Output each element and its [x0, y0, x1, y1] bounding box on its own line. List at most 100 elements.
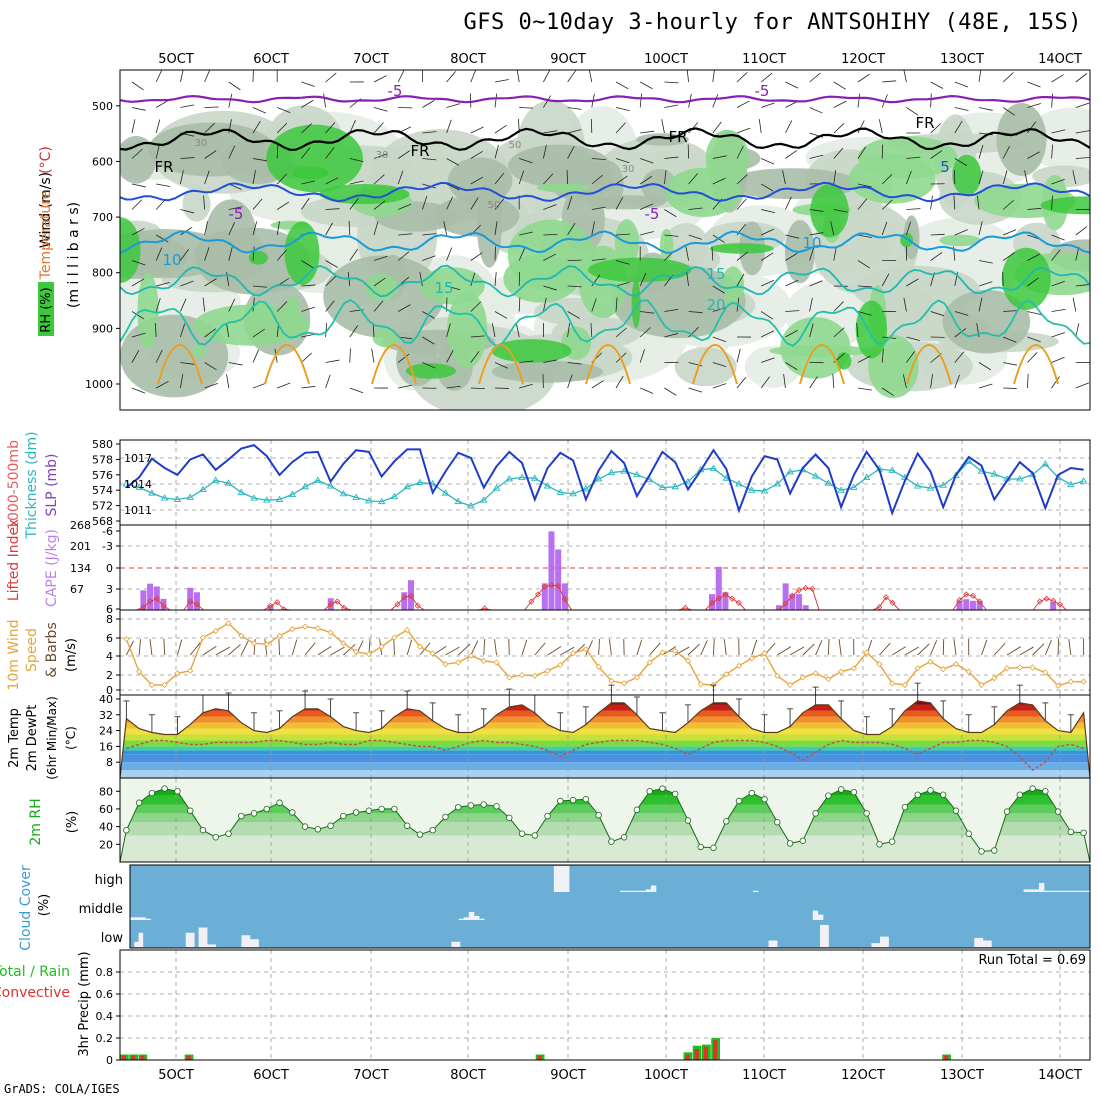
wind-barb: [1003, 387, 1018, 389]
cloud-bar-low: [250, 939, 255, 947]
wind-barb: [688, 173, 699, 185]
wind-barb: [930, 81, 944, 89]
thickness-marker: [747, 486, 756, 493]
wind-speed-marker: [659, 649, 666, 656]
cape-bar: [789, 594, 796, 610]
wind-barb: [180, 362, 195, 365]
cloud-bar-high: [553, 866, 560, 892]
wind-barb: [349, 348, 351, 363]
wind-speed-marker: [544, 667, 551, 674]
wind-barb: [373, 277, 386, 287]
wind-barb: [930, 93, 932, 108]
wind-barb: [204, 383, 218, 389]
wind-barb: [325, 222, 333, 236]
wind-tick-label: 6: [106, 632, 113, 645]
wind-barb: [373, 221, 379, 236]
cloud-bar-high: [1044, 890, 1050, 892]
wind-barb: [252, 198, 263, 210]
rh-marker: [646, 788, 653, 795]
precip-convective-bar: [140, 1055, 145, 1060]
surface-wind-barb: [838, 639, 842, 656]
surface-wind-barb: [228, 644, 241, 656]
surface-wind-barb: [1032, 643, 1045, 656]
pressure-tick-label: 600: [92, 155, 113, 168]
rh-blob: [447, 291, 488, 369]
temp-contour-25: [478, 344, 524, 385]
wind-barb: [494, 311, 508, 319]
x-tick-label-top: 5OCT: [158, 52, 194, 67]
wind-barb: [373, 200, 386, 210]
cloud-bar-low: [978, 937, 984, 947]
wind-speed-marker: [952, 661, 960, 668]
wind-barb: [809, 323, 814, 338]
li-marker: [795, 587, 803, 594]
wind-barb: [1051, 144, 1054, 159]
rh-marker: [352, 809, 360, 816]
cape-bar: [401, 592, 408, 610]
rh-marker: [748, 789, 755, 797]
precip-background: [120, 950, 1090, 1060]
wind-barb: [1002, 145, 1010, 159]
wind-barb: [664, 308, 679, 312]
wind-barb: [494, 144, 499, 159]
wind-barb: [1027, 336, 1041, 343]
thickness-tick-label: 568: [92, 515, 113, 528]
wind-barb: [736, 273, 745, 287]
wind-barb: [325, 72, 337, 83]
rh-marker: [416, 831, 424, 838]
rh-blob: [587, 257, 692, 283]
wind-barb: [204, 278, 217, 287]
surface-wind-barb: [189, 642, 201, 656]
cape-bar: [963, 599, 970, 610]
cloud-bar-high: [645, 889, 652, 892]
thickness-marker: [556, 488, 565, 495]
cloud-bar-low: [207, 944, 212, 947]
wind-barb: [615, 375, 624, 389]
rh-marker: [876, 841, 883, 848]
thickness-marker: [262, 496, 271, 503]
wind-speed-marker: [889, 680, 896, 687]
x-tick-label-top: 10OCT: [644, 52, 688, 67]
wind-barb: [881, 387, 895, 397]
wind-barb: [833, 301, 844, 312]
wind-barb: [180, 280, 194, 287]
wind-speed-marker: [327, 629, 334, 636]
contour-label: -5: [755, 82, 770, 100]
wind-speed-marker: [774, 672, 781, 679]
thickness-tick-label: 580: [92, 438, 113, 451]
surface-wind-barb: [585, 640, 593, 656]
wind-barb: [906, 107, 919, 116]
wind-barb: [736, 376, 747, 389]
wind-barb: [978, 362, 992, 371]
rh-blob: [855, 300, 888, 359]
surface-wind-barb: [993, 642, 1006, 656]
thickness-marker: [760, 487, 769, 494]
surface-wind-barb: [330, 646, 345, 656]
wind-barb: [543, 233, 558, 236]
wind-barb: [760, 376, 770, 389]
wind-barb: [954, 120, 963, 134]
wind-speed-marker: [991, 675, 998, 682]
wind-barb: [954, 158, 968, 166]
thickness-marker: [492, 484, 501, 491]
wind-barb: [591, 298, 597, 312]
precip-tick-label: 0.8: [96, 966, 114, 979]
wind-speed-marker: [697, 681, 704, 688]
slp-line: [125, 443, 1084, 517]
wind-barb: [567, 285, 582, 288]
surface-wind-barb: [1068, 639, 1072, 656]
wind-barb: [422, 100, 435, 108]
x-tick-label-bottom: 13OCT: [940, 1068, 984, 1083]
wind-barb: [252, 221, 258, 236]
wind-barb: [1075, 130, 1090, 134]
wind-barb: [833, 209, 848, 213]
li-marker: [882, 594, 890, 601]
wind-speed-marker: [174, 670, 181, 677]
rh-blob: [248, 250, 268, 265]
wind-barb: [422, 233, 437, 236]
wind-barb: [930, 233, 945, 236]
wind-barb: [809, 209, 824, 212]
rh-blob: [476, 180, 503, 268]
wind-barb: [830, 221, 835, 236]
rh2m-panel: 80 60 40 20 2m RH (%): [28, 777, 1091, 863]
